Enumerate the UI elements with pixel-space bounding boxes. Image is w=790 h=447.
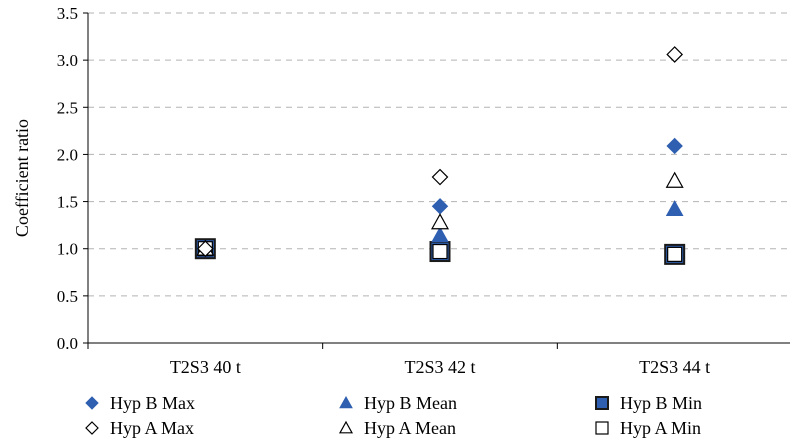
legend-label: Hyp A Mean — [364, 418, 456, 438]
data-points — [194, 46, 686, 265]
legend-marker — [85, 421, 99, 435]
data-point — [431, 198, 449, 215]
x-category-label: T2S3 42 t — [404, 357, 475, 377]
legend-item: Hyp B Mean — [339, 393, 457, 413]
legend-item: Hyp A Min — [595, 418, 701, 438]
y-tick-label: 2.0 — [57, 145, 78, 164]
y-tick-label: 3.0 — [57, 51, 78, 70]
data-point — [665, 171, 684, 188]
legend-marker — [595, 421, 609, 435]
legend-item: Hyp A Max — [85, 418, 194, 438]
legend-label: Hyp A Max — [110, 418, 194, 438]
data-point — [667, 246, 683, 262]
y-tick-label: 1.5 — [57, 193, 78, 212]
legend-item: Hyp B Min — [595, 393, 702, 413]
y-tick-label: 0.5 — [57, 287, 78, 306]
legend-item: Hyp B Max — [85, 393, 195, 413]
x-category-label: T2S3 44 t — [639, 357, 710, 377]
legend-item: Hyp A Mean — [338, 418, 456, 438]
data-point — [196, 240, 214, 258]
y-ticks: 0.0 0.5 1.0 1.5 2.0 2.5 3.0 3.5 — [57, 4, 78, 353]
data-point — [665, 200, 684, 217]
y-tick-label: 0.0 — [57, 334, 78, 353]
y-tick-label: 2.5 — [57, 98, 78, 117]
legend-marker — [85, 396, 99, 410]
x-category-label: T2S3 40 t — [170, 357, 241, 377]
data-point — [431, 168, 449, 186]
data-point — [666, 137, 683, 155]
legend-label: Hyp A Min — [620, 418, 701, 438]
legend: Hyp B Max Hyp B Mean Hyp B Min Hyp A Max Hyp… — [85, 393, 702, 438]
data-point — [666, 46, 684, 63]
legend-marker — [339, 395, 353, 409]
legend-label: Hyp B Max — [110, 393, 195, 413]
x-categories: T2S3 40 t T2S3 42 t T2S3 44 t — [170, 357, 710, 377]
y-axis-title: Coefficient ratio — [12, 119, 32, 237]
data-point — [432, 243, 448, 260]
data-point — [431, 226, 449, 243]
axes — [83, 12, 790, 349]
legend-label: Hyp B Mean — [364, 393, 457, 413]
data-point — [430, 213, 450, 230]
legend-label: Hyp B Min — [620, 393, 702, 413]
legend-marker — [338, 420, 354, 434]
y-tick-label: 1.0 — [57, 240, 78, 259]
legend-marker — [595, 396, 609, 410]
y-tick-label: 3.5 — [57, 4, 78, 23]
